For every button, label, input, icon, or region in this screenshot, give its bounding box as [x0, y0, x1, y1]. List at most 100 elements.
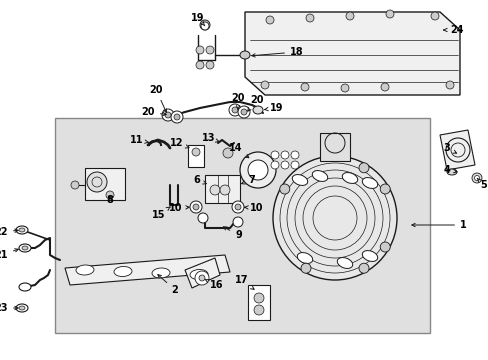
Circle shape — [473, 175, 479, 180]
Circle shape — [305, 14, 313, 22]
Text: 13: 13 — [201, 133, 219, 143]
Circle shape — [193, 204, 199, 210]
Text: 24: 24 — [443, 25, 463, 35]
Circle shape — [253, 293, 264, 303]
Circle shape — [195, 271, 208, 285]
Polygon shape — [244, 12, 459, 95]
Ellipse shape — [446, 169, 456, 175]
Ellipse shape — [16, 226, 28, 234]
Text: 4: 4 — [442, 165, 456, 175]
Circle shape — [240, 152, 275, 188]
Circle shape — [281, 161, 288, 169]
Circle shape — [231, 201, 244, 213]
Circle shape — [301, 263, 310, 273]
Circle shape — [231, 107, 238, 113]
Text: 23: 23 — [0, 303, 18, 313]
Text: 5: 5 — [476, 178, 486, 190]
Circle shape — [228, 104, 241, 116]
Ellipse shape — [19, 306, 25, 310]
Circle shape — [346, 12, 353, 20]
Ellipse shape — [312, 171, 327, 181]
Circle shape — [340, 84, 348, 92]
Ellipse shape — [19, 283, 31, 291]
Ellipse shape — [292, 175, 307, 185]
Circle shape — [270, 151, 279, 159]
Text: 21: 21 — [0, 249, 19, 260]
Ellipse shape — [152, 268, 170, 278]
Bar — [204, 175, 240, 203]
Circle shape — [209, 185, 220, 195]
Text: 1: 1 — [411, 220, 466, 230]
Circle shape — [205, 46, 214, 54]
Circle shape — [265, 16, 273, 24]
Text: 17: 17 — [234, 275, 254, 289]
Text: 3: 3 — [442, 143, 456, 153]
Text: 10: 10 — [168, 203, 189, 213]
Text: 15: 15 — [151, 207, 170, 220]
Circle shape — [162, 109, 174, 121]
Circle shape — [241, 109, 246, 115]
Circle shape — [272, 156, 396, 280]
Circle shape — [196, 61, 203, 69]
Circle shape — [235, 204, 241, 210]
Text: 19: 19 — [264, 103, 283, 113]
Circle shape — [201, 22, 208, 30]
Text: 6: 6 — [193, 175, 206, 185]
Circle shape — [198, 213, 207, 223]
Text: 8: 8 — [106, 195, 113, 205]
Ellipse shape — [252, 106, 263, 114]
Circle shape — [192, 148, 200, 156]
Ellipse shape — [19, 244, 31, 252]
Text: 2: 2 — [158, 275, 178, 295]
Text: 20: 20 — [149, 85, 166, 112]
Circle shape — [106, 191, 114, 199]
Polygon shape — [65, 255, 229, 285]
Text: 11: 11 — [129, 135, 148, 145]
Ellipse shape — [16, 304, 28, 312]
Text: 20: 20 — [247, 95, 263, 111]
Circle shape — [223, 148, 232, 158]
Circle shape — [253, 305, 264, 315]
Circle shape — [261, 81, 268, 89]
Circle shape — [471, 173, 481, 183]
Text: 18: 18 — [251, 47, 303, 57]
Circle shape — [301, 83, 308, 91]
Circle shape — [270, 161, 279, 169]
Ellipse shape — [19, 228, 25, 232]
Circle shape — [205, 61, 214, 69]
Circle shape — [232, 217, 243, 227]
Circle shape — [358, 163, 368, 173]
Ellipse shape — [297, 253, 312, 264]
Ellipse shape — [362, 177, 377, 188]
Circle shape — [380, 83, 388, 91]
Ellipse shape — [337, 257, 352, 269]
Text: 12: 12 — [169, 138, 189, 148]
Polygon shape — [184, 258, 220, 288]
Circle shape — [380, 184, 389, 194]
Circle shape — [220, 185, 229, 195]
Circle shape — [430, 12, 438, 20]
Circle shape — [164, 112, 171, 118]
Text: 14: 14 — [228, 143, 248, 158]
Circle shape — [190, 201, 202, 213]
Circle shape — [358, 263, 368, 273]
Circle shape — [171, 111, 183, 123]
Circle shape — [71, 181, 79, 189]
Circle shape — [279, 184, 289, 194]
Bar — [85, 168, 125, 200]
Circle shape — [238, 106, 249, 118]
Circle shape — [290, 151, 298, 159]
Bar — [319, 133, 349, 161]
Circle shape — [385, 10, 393, 18]
Ellipse shape — [362, 251, 377, 261]
Ellipse shape — [190, 270, 207, 279]
Circle shape — [445, 81, 453, 89]
Text: 7: 7 — [241, 175, 254, 185]
Polygon shape — [247, 285, 269, 320]
Text: 10: 10 — [244, 203, 263, 213]
Circle shape — [174, 114, 180, 120]
Text: 20: 20 — [231, 93, 244, 109]
Text: 19: 19 — [191, 13, 204, 26]
Circle shape — [199, 275, 204, 281]
Circle shape — [247, 160, 267, 180]
